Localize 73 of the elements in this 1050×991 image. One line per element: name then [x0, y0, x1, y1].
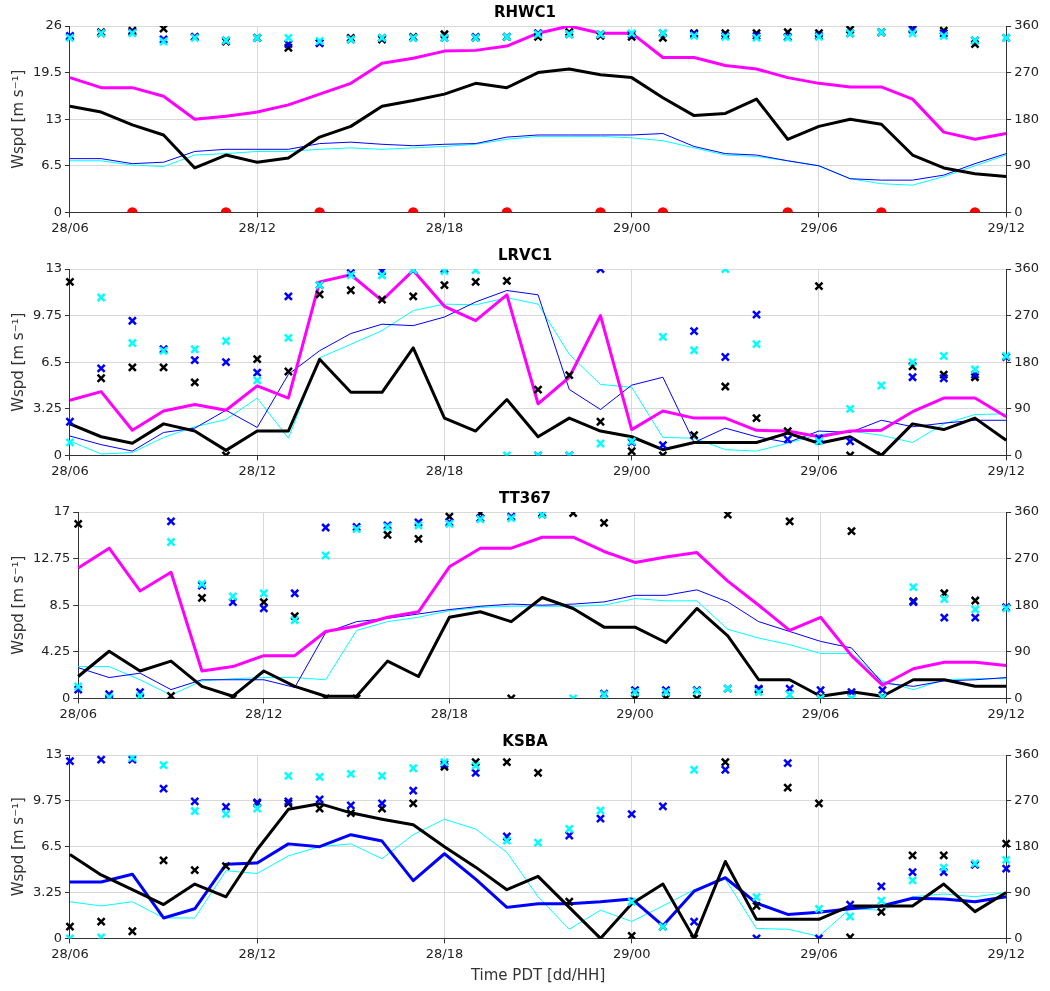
x-tick-label: 28/18: [425, 219, 464, 235]
x-tick-label: 29/06: [801, 705, 840, 721]
x-tick-label: 29/06: [800, 219, 838, 235]
y2-tick-label: 180: [1014, 596, 1040, 612]
y2-tick-label: 180: [1014, 838, 1040, 854]
y-tick-label: 13: [45, 110, 62, 126]
y2-tick-label: 360: [1014, 503, 1040, 519]
x-tick-label: 28/12: [238, 945, 276, 961]
y2-tick-label: 270: [1014, 549, 1040, 565]
y-tick-label: 6.5: [41, 838, 62, 854]
y-tick-label: 13: [45, 746, 62, 762]
x-tick-label: 29/12: [987, 945, 1025, 961]
y-tick-label: 9.75: [32, 306, 62, 322]
y-tick-label: 13: [45, 260, 62, 276]
x-tick-label: 29/12: [987, 462, 1025, 478]
y2-tick-label: 90: [1014, 157, 1031, 173]
x-tick-label: 29/00: [612, 462, 651, 478]
y2-tick-label: 90: [1014, 883, 1031, 899]
y-axis-title: Wspd [m s⁻¹]: [8, 69, 27, 169]
y-tick-label: 0: [53, 203, 62, 219]
y-axis-title: Wspd [m s⁻¹]: [8, 797, 27, 897]
y-tick-label: 3.25: [32, 400, 62, 416]
y2-tick-label: 270: [1014, 792, 1040, 808]
x-tick-label: 28/12: [238, 462, 276, 478]
x-tick-label: 29/06: [800, 945, 838, 961]
y-tick-label: 9.75: [32, 792, 62, 808]
chart-title: TT367: [498, 488, 552, 507]
y-tick-label: 0: [53, 929, 62, 945]
y-tick-label: 19.5: [32, 63, 62, 79]
y2-tick-label: 0: [1014, 446, 1023, 462]
y-tick-label: 4.25: [41, 643, 71, 659]
y2-tick-label: 360: [1014, 746, 1040, 762]
y2-tick-label: 90: [1014, 400, 1031, 416]
x-tick-label: 28/06: [51, 462, 89, 478]
y-axis-title: Wspd [m s⁻¹]: [8, 555, 27, 655]
y-tick-label: 6.5: [41, 353, 62, 369]
y-tick-label: 26: [45, 17, 62, 33]
y-axis-title: Wspd [m s⁻¹]: [8, 312, 27, 412]
x-tick-label: 28/06: [51, 219, 89, 235]
y2-tick-label: 0: [1014, 689, 1023, 705]
x-tick-label: 29/00: [612, 945, 651, 961]
y2-tick-label: 90: [1014, 643, 1031, 659]
x-tick-label: 28/06: [51, 945, 89, 961]
x-tick-label: 28/12: [238, 219, 276, 235]
x-tick-label: 29/12: [987, 219, 1025, 235]
x-tick-label: 28/12: [245, 705, 283, 721]
y2-tick-label: 0: [1014, 929, 1023, 945]
x-axis-title: Time PDT [dd/HH]: [469, 965, 606, 984]
x-tick-label: 29/12: [987, 705, 1025, 721]
x-tick-label: 29/00: [612, 219, 651, 235]
y-tick-label: 12.75: [33, 549, 71, 565]
y2-tick-label: 180: [1014, 110, 1040, 126]
x-tick-label: 28/06: [59, 705, 97, 721]
x-tick-label: 29/00: [616, 705, 654, 721]
y2-tick-label: 360: [1014, 17, 1040, 33]
y-tick-label: 3.25: [32, 883, 62, 899]
y-tick-label: 6.5: [41, 157, 62, 173]
y2-tick-label: 270: [1014, 63, 1040, 79]
chart-title: KSBA: [502, 731, 549, 750]
x-tick-label: 28/18: [430, 705, 469, 721]
chart-title: RHWC1: [493, 2, 557, 21]
y2-tick-label: 360: [1014, 260, 1040, 276]
x-tick-label: 28/18: [425, 945, 464, 961]
y-tick-label: 0: [61, 689, 71, 705]
y2-tick-label: 270: [1014, 306, 1040, 322]
x-tick-label: 28/18: [425, 462, 464, 478]
x-tick-label: 29/06: [800, 462, 838, 478]
chart-title: LRVC1: [497, 245, 553, 264]
y-tick-label: 8.5: [49, 596, 71, 612]
y-tick-label: 0: [53, 446, 62, 462]
y2-tick-label: 180: [1014, 353, 1040, 369]
y2-tick-label: 0: [1014, 203, 1023, 219]
y-tick-label: 17: [53, 503, 71, 519]
